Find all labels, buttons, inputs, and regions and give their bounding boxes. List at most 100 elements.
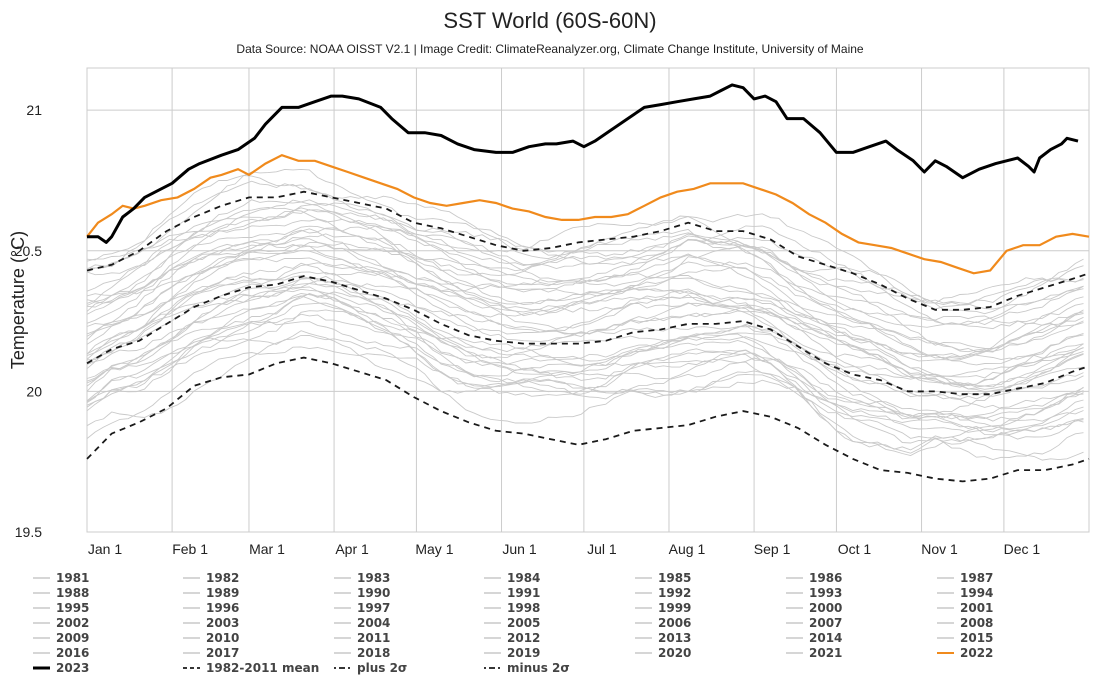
legend-item[interactable]: 1981	[33, 571, 89, 585]
legend-item[interactable]: 2018	[334, 646, 390, 660]
y-axis-label: Temperature (°C)	[8, 231, 28, 369]
legend-label: 1983	[357, 571, 390, 585]
legend-item[interactable]: 1982	[183, 571, 239, 585]
series-line-2004	[86, 242, 1084, 386]
legend-item[interactable]: 2015	[937, 631, 993, 645]
legend-label: 1984	[507, 571, 540, 585]
legend: 1981 1982 1983 1984 1985 1986 1987 1988 1989 1990…	[33, 571, 993, 675]
legend-label: 2011	[357, 631, 390, 645]
x-tick-label: Mar 1	[249, 541, 285, 557]
legend-item[interactable]: 1982-2011 mean	[183, 661, 319, 675]
legend-label: minus 2σ	[507, 661, 570, 675]
series-line-2021	[86, 175, 1084, 315]
legend-label: 1997	[357, 601, 390, 615]
legend-item[interactable]: 1991	[484, 586, 540, 600]
legend-label: 2003	[206, 616, 239, 630]
legend-label: 2014	[809, 631, 842, 645]
series-line-2013	[86, 225, 1084, 353]
legend-label: 2018	[357, 646, 390, 660]
legend-item[interactable]: 1985	[635, 571, 691, 585]
legend-item[interactable]: 2000	[786, 601, 842, 615]
legend-label: 1982	[206, 571, 239, 585]
legend-label: 2021	[809, 646, 842, 660]
series-line-2009	[86, 241, 1084, 330]
legend-item[interactable]: 1983	[334, 571, 390, 585]
series-line-1982-2011-mean	[86, 275, 1090, 396]
legend-item[interactable]: 2012	[484, 631, 540, 645]
axes: 19.5 20 20.5 21 Jan 1 Feb 1 Mar 1 Apr 1 May 1 Jun…	[15, 102, 1041, 557]
series-line-1990	[86, 288, 1084, 422]
y-tick-label: 19.5	[15, 524, 42, 540]
legend-label: 1987	[960, 571, 993, 585]
series-line-1999	[86, 262, 1084, 400]
legend-item[interactable]: 1987	[937, 571, 993, 585]
legend-item[interactable]: 2006	[635, 616, 691, 630]
series-line-1985	[86, 293, 1084, 454]
chart-title: SST World (60S-60N)	[443, 8, 656, 33]
legend-item[interactable]: minus 2σ	[484, 661, 570, 675]
legend-item[interactable]: 1984	[484, 571, 540, 585]
legend-item[interactable]: 2019	[484, 646, 540, 660]
series-line-1989	[86, 295, 1084, 440]
legend-item[interactable]: 2017	[183, 646, 239, 660]
legend-item[interactable]: 2013	[635, 631, 691, 645]
legend-item[interactable]: 2022	[937, 646, 993, 660]
legend-item[interactable]: 2003	[183, 616, 239, 630]
series-line-2016	[86, 218, 1084, 325]
legend-label: 1981	[56, 571, 89, 585]
legend-label: 1996	[206, 601, 239, 615]
series-line-2008	[86, 244, 1084, 366]
legend-item[interactable]: 1986	[786, 571, 842, 585]
legend-item[interactable]: 2008	[937, 616, 993, 630]
legend-label: 1991	[507, 586, 540, 600]
x-tick-label: Jul 1	[587, 541, 617, 557]
legend-label: 2006	[658, 616, 691, 630]
series-line-2023	[87, 83, 1079, 244]
legend-label: 2010	[206, 631, 239, 645]
legend-item[interactable]: 2011	[334, 631, 390, 645]
x-tick-label: Dec 1	[1004, 541, 1041, 557]
legend-item[interactable]: 2023	[33, 661, 89, 675]
legend-item[interactable]: 2009	[33, 631, 89, 645]
y-tick-label: 20.5	[15, 243, 42, 259]
x-tick-label: Jan 1	[88, 541, 122, 557]
legend-item[interactable]: 2014	[786, 631, 842, 645]
series-line-2000	[86, 275, 1084, 390]
legend-item[interactable]: 2001	[937, 601, 993, 615]
series-line-2022	[86, 154, 1090, 275]
legend-item[interactable]: 1992	[635, 586, 691, 600]
legend-item[interactable]: 1990	[334, 586, 390, 600]
legend-item[interactable]: 1998	[484, 601, 540, 615]
legend-item[interactable]: 1999	[635, 601, 691, 615]
legend-label: 2015	[960, 631, 993, 645]
series-line-2020	[86, 202, 1084, 310]
legend-item[interactable]: 2007	[786, 616, 842, 630]
legend-item[interactable]: 2016	[33, 646, 89, 660]
x-tick-label: Jun 1	[502, 541, 536, 557]
legend-item[interactable]: 2010	[183, 631, 239, 645]
legend-item[interactable]: 1996	[183, 601, 239, 615]
legend-label: 2019	[507, 646, 540, 660]
legend-item[interactable]: plus 2σ	[334, 661, 407, 675]
series-line-2014	[86, 199, 1084, 350]
legend-label: 2002	[56, 616, 89, 630]
x-tick-label: Nov 1	[921, 541, 958, 557]
series-line-1992	[86, 291, 1084, 420]
legend-item[interactable]: 2002	[33, 616, 89, 630]
legend-item[interactable]: 1995	[33, 601, 89, 615]
legend-item[interactable]: 2004	[334, 616, 390, 630]
series-line-2017	[86, 207, 1084, 304]
legend-item[interactable]: 1989	[183, 586, 239, 600]
legend-item[interactable]: 1994	[937, 586, 993, 600]
legend-item[interactable]: 1997	[334, 601, 390, 615]
series-line-1981	[86, 330, 1084, 461]
legend-label: 2007	[809, 616, 842, 630]
legend-item[interactable]: 1993	[786, 586, 842, 600]
legend-item[interactable]: 2020	[635, 646, 691, 660]
legend-item[interactable]: 1988	[33, 586, 89, 600]
legend-item[interactable]: 2021	[786, 646, 842, 660]
series-line-minus-2-	[86, 356, 1090, 483]
legend-item[interactable]: 2005	[484, 616, 540, 630]
x-tick-label: Sep 1	[754, 541, 791, 557]
